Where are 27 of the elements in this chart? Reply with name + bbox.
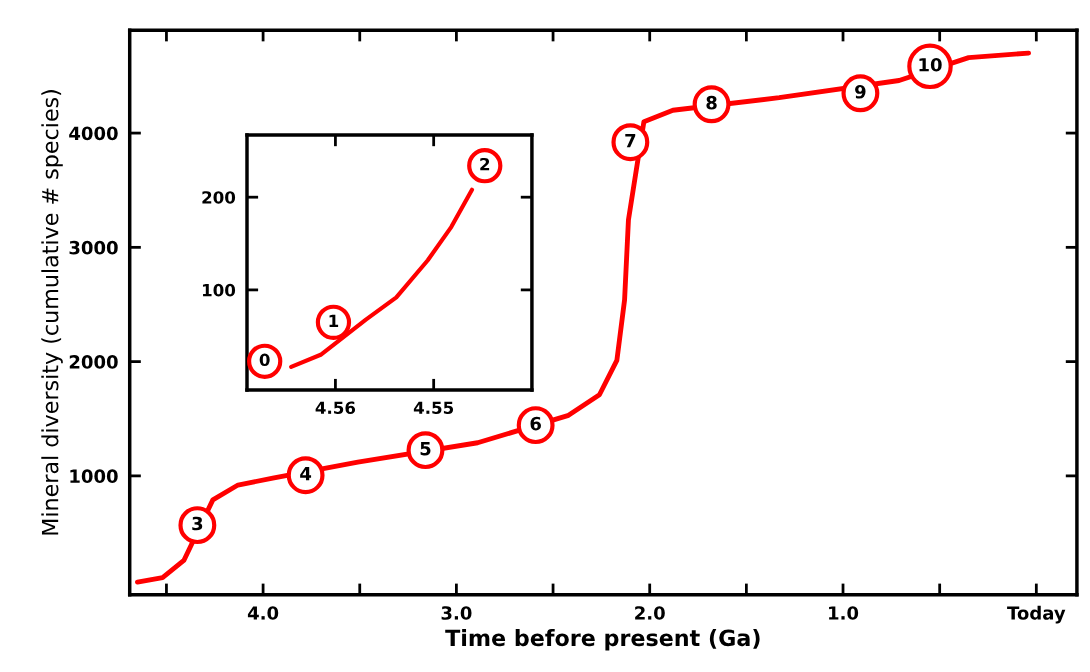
annotation: 8 — [706, 95, 717, 110]
y-tick-label: 4000 — [69, 126, 118, 141]
line-series — [289, 187, 475, 369]
x-tick-label: 4.0 — [247, 606, 279, 620]
annotation: 2 — [480, 157, 490, 171]
y-axis-title: Mineral diversity (cumulative # species) — [41, 90, 63, 535]
x-tick-label: Today — [1007, 605, 1066, 624]
x-tick-label: 4.56 — [315, 401, 356, 415]
annotation: 7 — [625, 134, 636, 148]
y-tick-label: 200 — [202, 191, 236, 204]
annotation: 6 — [530, 416, 541, 431]
annotation: 3 — [192, 516, 203, 531]
y-tick-label: 1000 — [70, 469, 118, 483]
x-tick-label: 1.0 — [829, 606, 859, 620]
annotation: 9 — [855, 84, 866, 99]
y-tick-label: 3000 — [69, 240, 118, 255]
annotation: 0 — [259, 353, 270, 367]
annotation: 5 — [420, 441, 431, 456]
annotation: 10 — [919, 57, 942, 72]
y-tick-label: 2000 — [69, 355, 118, 369]
x-tick-label: 4.55 — [413, 401, 454, 415]
y-tick-label: 100 — [202, 283, 236, 297]
annotation: 1 — [329, 314, 339, 327]
x-tick-label: 2.0 — [635, 606, 665, 620]
x-tick-label: 3.0 — [441, 606, 472, 620]
annotation: 4 — [300, 467, 312, 481]
x-axis-title: Time before present (Ga) — [445, 629, 760, 651]
